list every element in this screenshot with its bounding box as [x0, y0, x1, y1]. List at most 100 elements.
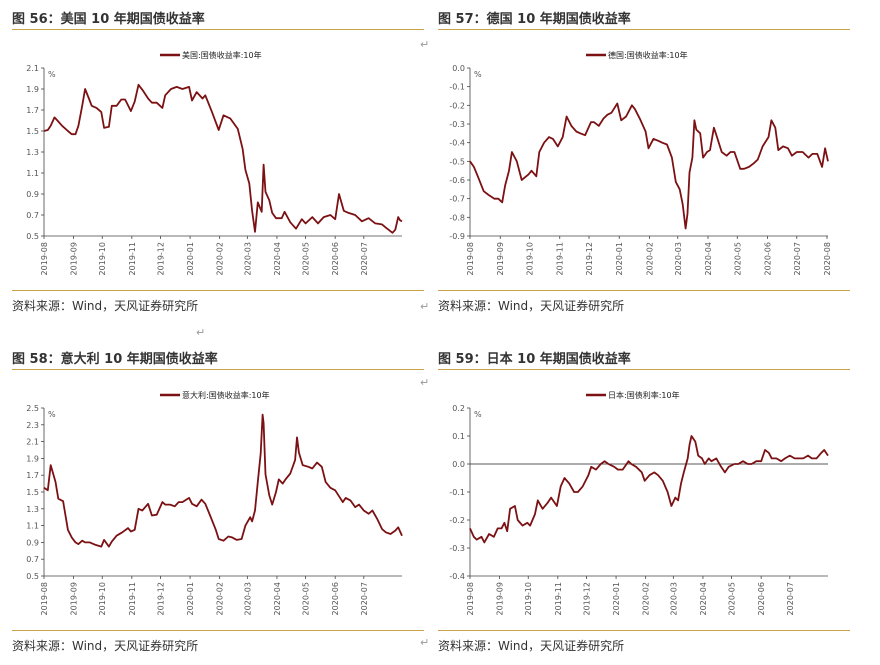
- x-tick-label: 2020-05: [733, 242, 742, 275]
- panel-us: 图 56：美国 10 年期国债收益率 美国:国债收益率:10年% 2.1 1.9 1.…: [12, 0, 432, 320]
- return-mark: ↵: [420, 636, 430, 649]
- figure-title-us: 图 56：美国 10 年期国债收益率: [12, 12, 205, 27]
- x-tick-label: 2020-02: [216, 242, 225, 275]
- y-tick-label: -0.2: [449, 101, 465, 110]
- x-tick-label: 2019-12: [582, 582, 591, 615]
- x-tick-label: 2019-08: [40, 582, 49, 615]
- x-tick-label: 2020-05: [302, 242, 311, 275]
- source-note-us: 资料来源：Wind，天风证券研究所: [12, 299, 199, 313]
- figure-title-it: 图 58：意大利 10 年期国债收益率: [12, 352, 218, 367]
- source-note-de: 资料来源：Wind，天风证券研究所: [438, 299, 625, 313]
- chart-us: 美国:国债收益率:10年% 2.1 1.9 1.7 1.5 1.3 1.1 0.9 0.7 0.5…: [26, 50, 403, 275]
- x-tick-label: 2019-09: [70, 582, 79, 615]
- x-tick-label: 2020-07: [360, 242, 369, 275]
- y-tick-label: 2.1: [26, 438, 39, 447]
- chart-de: 德国:国债收益率:10年% 0.0 -0.1 -0.2 -0.3 -0.4 -0.5 -0.6…: [449, 50, 832, 275]
- x-tick-label: 2020-05: [302, 582, 311, 615]
- x-tick-label: 2020-03: [243, 582, 252, 615]
- y-tick-label: -0.1: [449, 488, 465, 497]
- series-line: [43, 413, 403, 548]
- x-tick-label: 2020-03: [243, 242, 252, 275]
- x-tick-label: 2019-09: [70, 242, 79, 275]
- y-tick-label: 0.0: [452, 460, 465, 469]
- y-tick-label: 0.5: [26, 232, 39, 241]
- x-tick-label: 2020-06: [331, 242, 340, 275]
- return-mark: ↵: [420, 38, 430, 51]
- x-tick-label: 2020-04: [273, 582, 282, 615]
- y-tick-label: -0.6: [449, 176, 465, 185]
- x-tick-label: 2020-02: [645, 242, 654, 275]
- panel-de: 图 57：德国 10 年期国债收益率 德国:国债收益率:10年% 0.0 -0.1 -…: [438, 0, 858, 320]
- y-tick-label: 1.9: [26, 454, 39, 463]
- x-tick-label: 2019-08: [466, 582, 475, 615]
- x-tick-label: 2019-12: [156, 242, 165, 275]
- y-tick-label: 1.5: [26, 127, 39, 136]
- y-tick-label: -0.2: [449, 516, 465, 525]
- x-tick-label: 2020-03: [669, 582, 678, 615]
- source-note-it: 资料来源：Wind，天风证券研究所: [12, 639, 199, 653]
- y-unit-label: %: [474, 410, 482, 419]
- x-tick-label: 2020-06: [764, 242, 773, 275]
- x-tick-label: 2020-02: [642, 582, 651, 615]
- x-tick-label: 2020-07: [360, 582, 369, 615]
- x-tick-label: 2019-11: [128, 242, 137, 275]
- panel-it: 图 58：意大利 10 年期国债收益率 意大利:国债收益率:10年% 2.5 2.3…: [12, 340, 432, 660]
- y-tick-label: 0.9: [26, 538, 39, 547]
- x-tick-label: 2019-10: [526, 242, 535, 275]
- divider-top: [438, 369, 850, 370]
- y-tick-label: 1.3: [26, 505, 39, 514]
- y-tick-label: -0.5: [449, 157, 465, 166]
- x-tick-label: 2019-12: [585, 242, 594, 275]
- divider-top: [12, 29, 424, 30]
- divider-top: [12, 369, 424, 370]
- divider-bottom: [12, 630, 424, 631]
- series-line: [43, 83, 403, 234]
- return-mark: ↵: [420, 300, 430, 313]
- divider-bottom: [438, 630, 850, 631]
- divider-bottom: [12, 290, 424, 291]
- x-tick-label: 2020-04: [704, 242, 713, 275]
- x-tick-label: 2020-06: [757, 582, 766, 615]
- x-tick-label: 2019-11: [128, 582, 137, 615]
- y-tick-label: 0.9: [26, 190, 39, 199]
- x-tick-label: 2020-05: [728, 582, 737, 615]
- y-unit-label: %: [474, 70, 482, 79]
- return-mark: ↵: [420, 376, 430, 389]
- x-tick-label: 2020-07: [793, 242, 802, 275]
- y-tick-label: 0.2: [452, 404, 465, 413]
- y-tick-label: 2.3: [26, 421, 39, 430]
- legend-label: 日本:国债利率:10年: [608, 390, 680, 400]
- legend-label: 意大利:国债收益率:10年: [182, 390, 270, 400]
- figure-title-jp: 图 59：日本 10 年期国债收益率: [438, 352, 631, 367]
- x-tick-label: 2019-10: [524, 582, 533, 615]
- x-tick-label: 2019-10: [98, 582, 107, 615]
- x-tick-label: 2020-06: [331, 582, 340, 615]
- x-tick-label: 2019-10: [98, 242, 107, 275]
- x-tick-label: 2020-01: [615, 242, 624, 275]
- panel-jp: 图 59：日本 10 年期国债收益率 日本:国债利率:10年% 0.2 0.1 0.0…: [438, 340, 858, 660]
- x-tick-label: 2019-12: [156, 582, 165, 615]
- y-tick-label: 0.7: [26, 555, 39, 564]
- y-tick-label: 0.1: [452, 432, 465, 441]
- x-tick-label: 2019-08: [466, 242, 475, 275]
- y-tick-label: -0.9: [449, 232, 465, 241]
- y-tick-label: 2.5: [26, 404, 39, 413]
- y-tick-label: -0.8: [449, 213, 465, 222]
- figure-title-de: 图 57：德国 10 年期国债收益率: [438, 12, 631, 27]
- y-tick-label: 1.5: [26, 488, 39, 497]
- divider-top: [438, 29, 850, 30]
- y-tick-label: 1.9: [26, 85, 39, 94]
- chart-it: 意大利:国债收益率:10年% 2.5 2.3 2.1 1.9 1.7 1.5 1.3 1.1 0.…: [26, 390, 403, 615]
- y-unit-label: %: [48, 70, 56, 79]
- legend-label: 德国:国债收益率:10年: [608, 50, 688, 60]
- source-note-jp: 资料来源：Wind，天风证券研究所: [438, 639, 625, 653]
- series-line: [469, 435, 829, 544]
- x-tick-label: 2020-03: [674, 242, 683, 275]
- return-mark: ↵: [196, 326, 206, 339]
- x-tick-label: 2020-08: [823, 242, 832, 275]
- y-tick-label: 1.1: [26, 169, 39, 178]
- x-tick-label: 2020-04: [699, 582, 708, 615]
- y-tick-label: -0.3: [449, 120, 465, 129]
- y-tick-label: -0.4: [449, 572, 465, 581]
- y-tick-label: -0.7: [449, 195, 465, 204]
